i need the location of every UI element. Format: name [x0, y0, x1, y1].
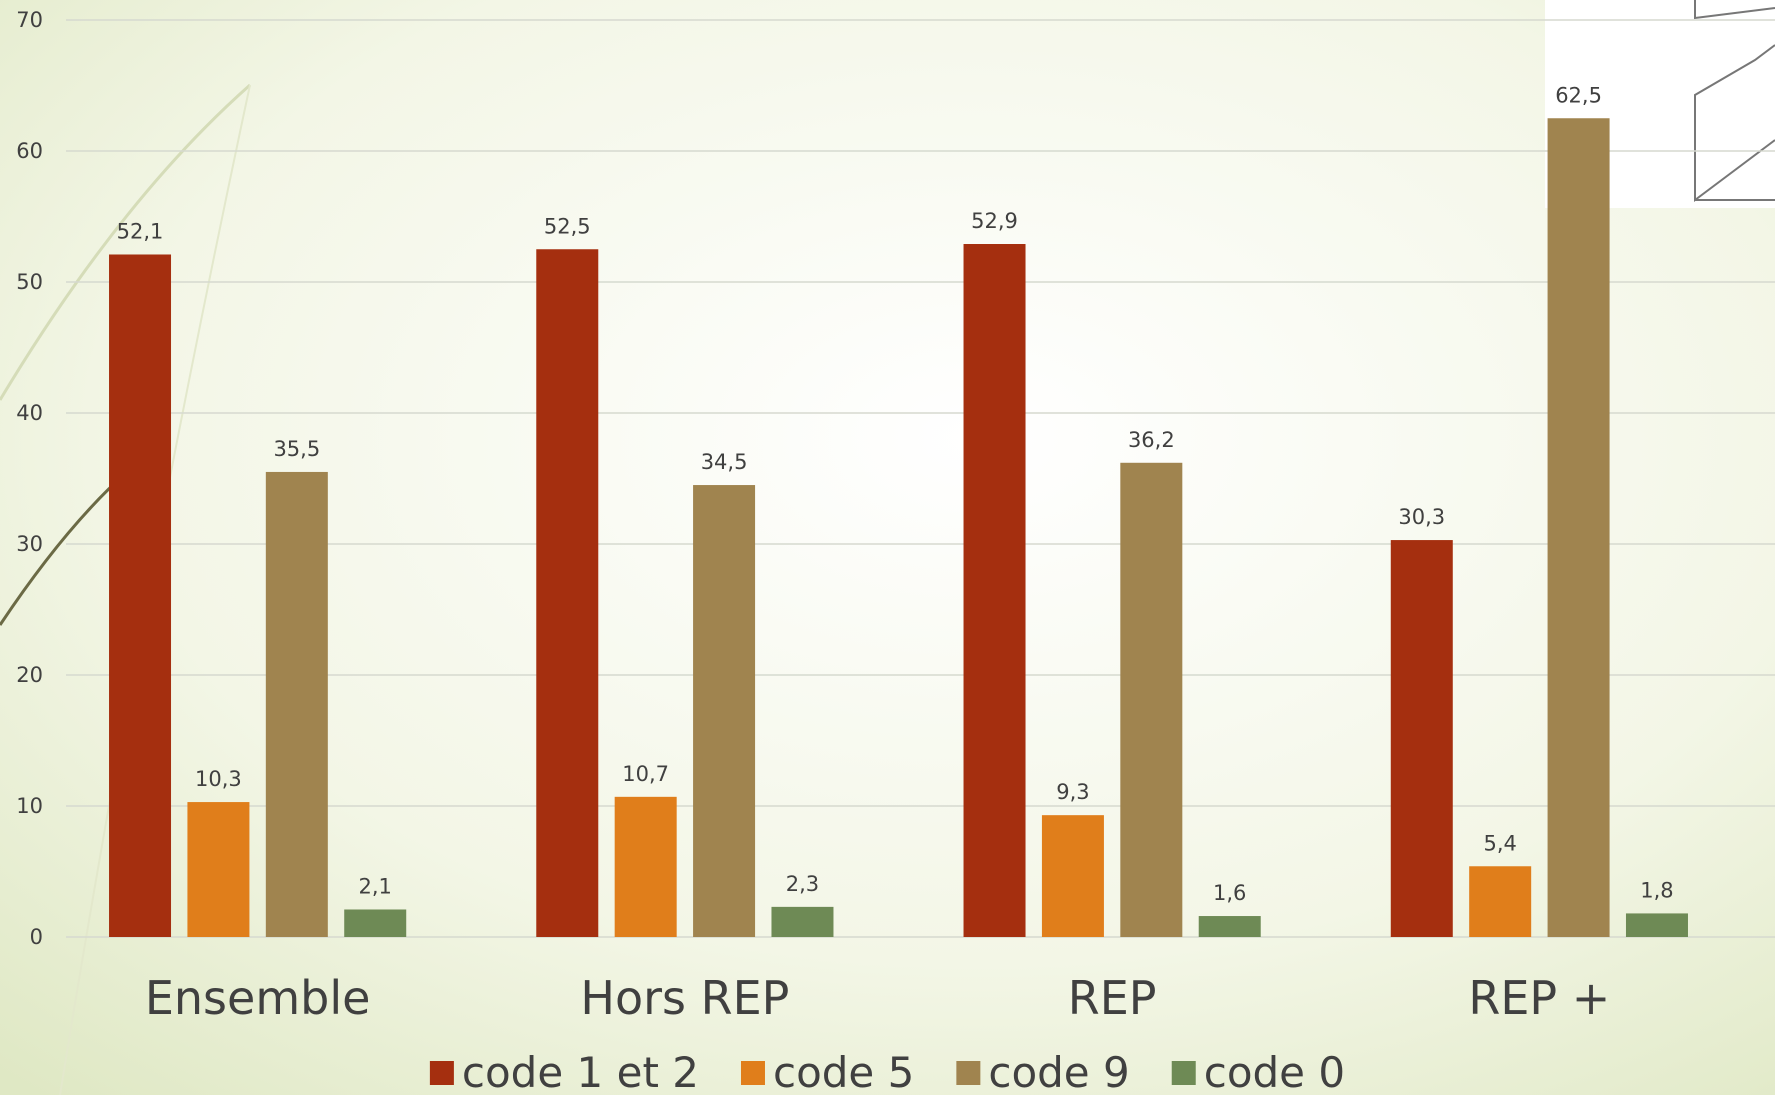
y-tick-label: 0 [30, 925, 43, 949]
bar [614, 796, 677, 937]
y-tick-label: 40 [16, 401, 43, 425]
data-label: 2,1 [359, 874, 392, 898]
bar [344, 909, 407, 937]
y-tick-label: 20 [16, 663, 43, 687]
x-tick-label: REP [1068, 971, 1157, 1025]
data-label: 52,1 [117, 219, 164, 243]
bar [265, 471, 328, 937]
decoration-lines [1694, 0, 1775, 202]
data-label: 52,9 [971, 209, 1018, 233]
bar [1390, 540, 1453, 937]
x-tick-label: REP + [1468, 971, 1610, 1025]
plot: 0 10 20 30 40 50 60 70 Ensemble 52,1 10,3 35,5 2,1 Ho… [16, 8, 1775, 1095]
data-label: 30,3 [1398, 505, 1445, 529]
data-label: 1,6 [1213, 881, 1246, 905]
data-label: 10,3 [195, 767, 242, 791]
decoration-curve [0, 83, 251, 401]
legend-swatch [956, 1061, 981, 1085]
y-tick-label: 50 [16, 270, 43, 294]
y-tick-label: 10 [16, 794, 43, 818]
data-label: 10,7 [622, 762, 669, 786]
x-tick-label: Ensemble [145, 971, 371, 1025]
data-label: 34,5 [701, 450, 748, 474]
legend-label: code 9 [988, 1048, 1129, 1095]
bar [1625, 913, 1688, 937]
bar [1041, 815, 1104, 937]
data-label: 5,4 [1483, 831, 1516, 855]
data-label: 35,5 [273, 437, 320, 461]
data-label: 1,8 [1640, 878, 1673, 902]
legend-swatch [1171, 1061, 1196, 1085]
legend-label: code 0 [1204, 1048, 1345, 1095]
bar [771, 906, 834, 937]
bar [187, 802, 250, 937]
x-tick-label: Hors REP [580, 971, 789, 1025]
y-tick-label: 70 [16, 8, 43, 32]
y-tick-label: 60 [16, 139, 43, 163]
legend-label: code 5 [773, 1048, 914, 1095]
y-tick-label: 30 [16, 532, 43, 556]
legend-swatch [429, 1061, 454, 1085]
bar [963, 244, 1026, 937]
bar [109, 254, 172, 938]
bar [693, 485, 756, 937]
data-label: 62,5 [1555, 83, 1602, 107]
data-label: 36,2 [1128, 428, 1175, 452]
bar [1198, 916, 1261, 937]
data-label: 52,5 [544, 214, 591, 238]
legend-swatch [740, 1061, 765, 1085]
data-label: 2,3 [786, 872, 819, 896]
bar [536, 249, 599, 937]
bar [1469, 866, 1532, 937]
legend-label: code 1 et 2 [462, 1048, 699, 1095]
bar [1120, 462, 1183, 937]
data-label: 9,3 [1056, 780, 1089, 804]
bar [1547, 118, 1610, 937]
